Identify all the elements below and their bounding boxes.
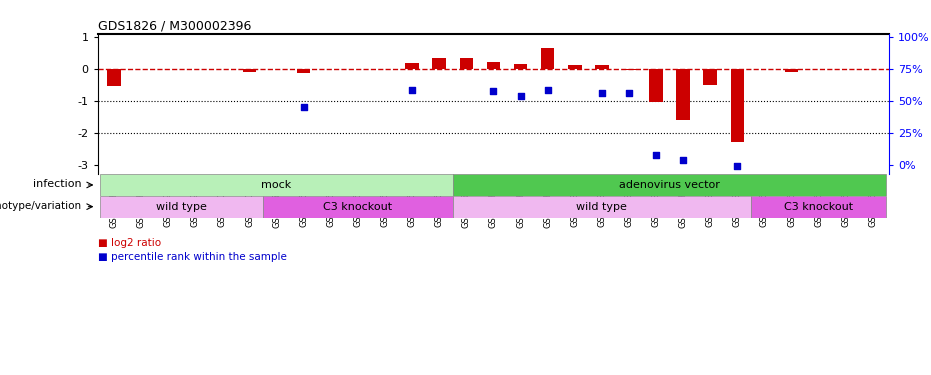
Bar: [107, 69, 121, 86]
Text: mock: mock: [262, 180, 291, 190]
Bar: [405, 63, 419, 69]
Bar: [297, 69, 311, 73]
Point: [649, 152, 664, 158]
Point: [486, 88, 501, 94]
Bar: [452, 196, 751, 217]
Text: GDS1826 / M300002396: GDS1826 / M300002396: [98, 20, 251, 33]
Point: [540, 87, 555, 93]
Bar: [487, 62, 500, 69]
Bar: [704, 69, 717, 85]
Bar: [101, 196, 263, 217]
Bar: [243, 69, 256, 72]
Point: [622, 90, 637, 96]
Bar: [433, 58, 446, 69]
Text: ■ percentile rank within the sample: ■ percentile rank within the sample: [98, 252, 287, 261]
Point: [594, 90, 609, 96]
Bar: [649, 69, 663, 102]
Text: adenovirus vector: adenovirus vector: [619, 180, 720, 190]
Bar: [541, 48, 554, 69]
Bar: [676, 69, 690, 120]
Text: wild type: wild type: [576, 202, 627, 211]
Bar: [460, 58, 473, 69]
Text: C3 knockout: C3 knockout: [323, 202, 393, 211]
Bar: [452, 174, 886, 196]
Text: ■ log2 ratio: ■ log2 ratio: [98, 238, 161, 248]
Point: [296, 104, 311, 110]
Text: C3 knockout: C3 knockout: [784, 202, 853, 211]
Point: [513, 93, 528, 99]
Text: genotype/variation: genotype/variation: [0, 201, 82, 211]
Bar: [101, 174, 452, 196]
Bar: [595, 65, 609, 69]
Text: infection: infection: [33, 179, 82, 189]
Bar: [263, 196, 452, 217]
Bar: [514, 64, 527, 69]
Point: [730, 163, 745, 169]
Point: [676, 157, 691, 163]
Text: wild type: wild type: [156, 202, 208, 211]
Bar: [622, 69, 636, 70]
Bar: [568, 65, 582, 69]
Bar: [731, 69, 744, 142]
Point: [405, 87, 420, 93]
Bar: [751, 196, 886, 217]
Bar: [785, 69, 798, 72]
